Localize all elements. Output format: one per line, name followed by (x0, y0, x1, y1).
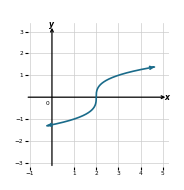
Text: 0: 0 (45, 101, 49, 106)
Text: x: x (164, 93, 169, 102)
Text: y: y (49, 21, 54, 29)
